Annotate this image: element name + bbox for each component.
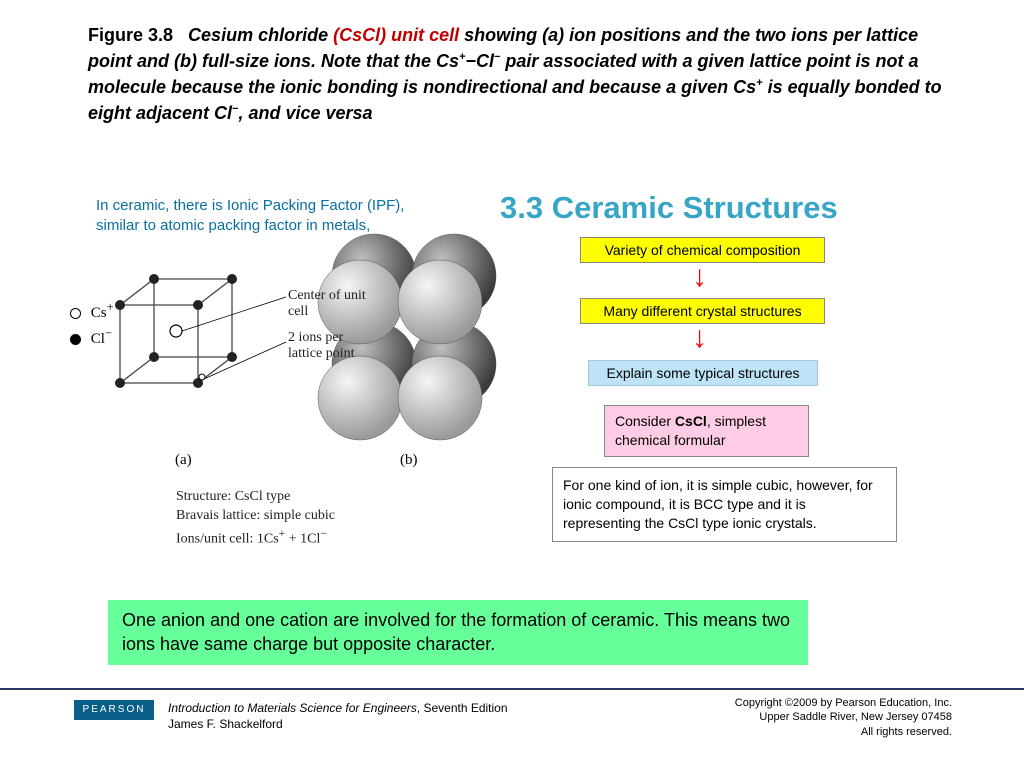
annot-center: Center of unit cell [288, 288, 378, 320]
cscl-diagram [0, 0, 560, 560]
sublabel-a: (a) [175, 452, 192, 469]
arrow-icon: ↓ [692, 262, 707, 292]
pearson-logo: PEARSON [74, 700, 154, 720]
struct-info: Structure: CsCl type Bravais lattice: si… [176, 488, 335, 549]
box-bcc-note: For one kind of ion, it is simple cubic,… [552, 467, 897, 542]
sublabel-b: (b) [400, 452, 418, 469]
annot-2ions: 2 ions per lattice point [288, 330, 378, 362]
arrow-icon: ↓ [692, 323, 707, 353]
footer-divider [0, 688, 1024, 690]
box-explain: Explain some typical structures [588, 360, 818, 386]
book-credit: Introduction to Materials Science for En… [168, 700, 508, 732]
box-consider: Consider CsCl, simplest chemical formula… [604, 405, 809, 457]
box-anion-cation: One anion and one cation are involved fo… [108, 600, 808, 665]
copyright: Copyright ©2009 by Pearson Education, In… [735, 696, 952, 739]
